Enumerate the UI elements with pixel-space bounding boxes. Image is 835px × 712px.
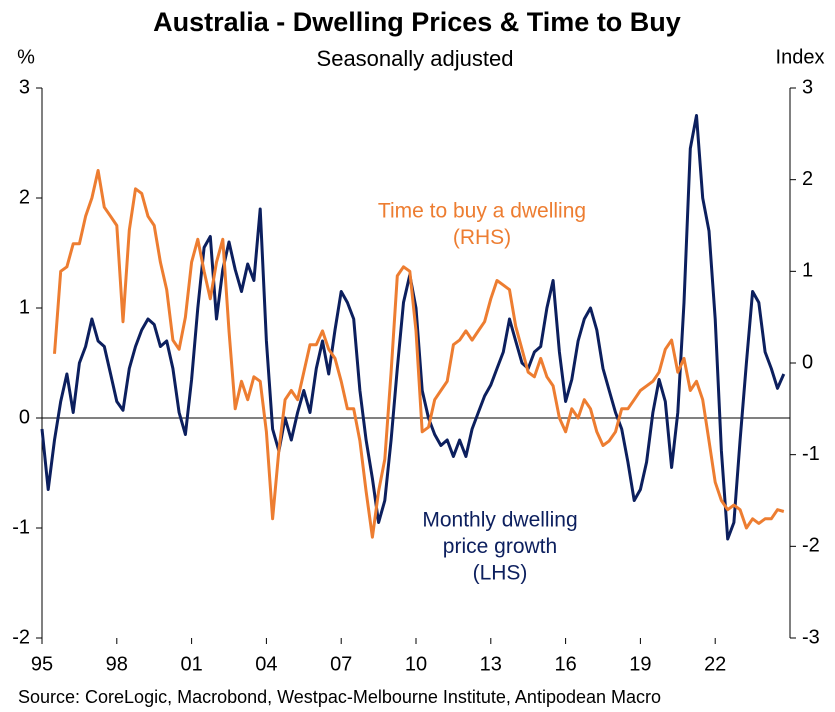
y-tick-label: -1 — [12, 516, 30, 538]
x-tick-label: 16 — [554, 653, 576, 675]
y-tick-label: 1 — [19, 296, 30, 318]
series-line — [40, 114, 786, 541]
x-tick-label: 98 — [106, 653, 128, 675]
x-tick-label: 10 — [405, 653, 427, 675]
y-tick-label: 2 — [19, 186, 30, 208]
series-label: Monthly dwelling — [422, 509, 577, 532]
x-tick-label: 04 — [255, 653, 277, 675]
y2-tick-label: 3 — [802, 76, 813, 98]
series-line — [53, 169, 785, 539]
series-label: price growth — [443, 535, 557, 558]
x-tick-label: 22 — [704, 653, 726, 675]
y2-tick-label: 1 — [802, 260, 813, 282]
y-tick-label: 3 — [19, 76, 30, 98]
chart-subtitle: Seasonally adjusted — [317, 46, 514, 71]
y2-tick-label: -3 — [802, 626, 820, 648]
y2-tick-label: 0 — [802, 351, 813, 373]
x-tick-label: 95 — [31, 653, 53, 675]
series-label: (RHS) — [453, 226, 511, 249]
y-tick-label: -2 — [12, 626, 30, 648]
y2-tick-label: 2 — [802, 168, 813, 190]
chart-title: Australia - Dwelling Prices & Time to Bu… — [153, 7, 681, 37]
y-tick-label: 0 — [19, 406, 30, 428]
y2-axis-label: Index — [776, 46, 825, 68]
x-tick-label: 07 — [330, 653, 352, 675]
series-label: (LHS) — [473, 562, 528, 585]
x-tick-label: 19 — [629, 653, 651, 675]
x-tick-label: 01 — [180, 653, 202, 675]
y-axis-label: % — [17, 46, 35, 68]
series-label: Time to buy a dwelling — [378, 200, 586, 223]
x-tick-label: 13 — [480, 653, 502, 675]
source-note: Source: CoreLogic, Macrobond, Westpac-Me… — [18, 687, 661, 707]
y2-tick-label: -2 — [802, 535, 820, 557]
y2-tick-label: -1 — [802, 443, 820, 465]
